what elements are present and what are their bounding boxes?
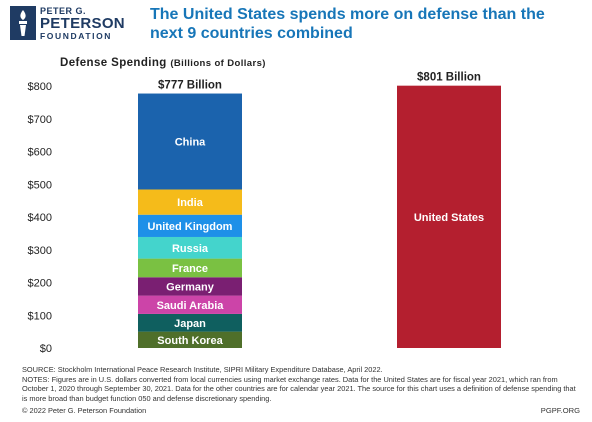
segment-label-united-kingdom: United Kingdom — [148, 221, 233, 233]
bar-total-label: $777 Billion — [158, 80, 222, 92]
y-axis-title: Defense Spending (Billions of Dollars) — [60, 57, 266, 69]
bar-total-label: $801 Billion — [417, 72, 481, 84]
headline: The United States spends more on defense… — [150, 6, 545, 42]
bar-segment-united-states — [397, 85, 501, 349]
bar-segment-france — [138, 258, 242, 278]
bar-segment-russia — [138, 236, 242, 259]
logo-text-line2: PETERSON — [40, 15, 125, 32]
segment-label-germany: Germany — [166, 281, 215, 293]
segment-label-saudi-arabia: Saudi Arabia — [157, 300, 225, 312]
y-tick-label: $0 — [40, 343, 52, 355]
y-tick-label: $600 — [28, 147, 52, 159]
bar-segment-south-korea — [138, 331, 242, 348]
segment-label-china: China — [175, 137, 206, 149]
segment-label-japan: Japan — [174, 318, 206, 330]
y-tick-label: $200 — [28, 278, 52, 290]
logo-text-line3: FOUNDATION — [40, 31, 113, 41]
y-tick-label: $300 — [28, 245, 52, 257]
bar-segment-germany — [138, 277, 242, 296]
segment-label-south-korea: South Korea — [157, 335, 223, 347]
y-tick-label: $700 — [28, 114, 52, 126]
source-notes: SOURCE: Stockholm International Peace Re… — [22, 365, 582, 403]
segment-label-russia: Russia — [172, 243, 209, 255]
y-tick-label: $100 — [28, 310, 52, 322]
y-axis-title-main: Defense Spending — [60, 57, 167, 69]
segment-label-india: India — [177, 197, 204, 209]
logo-text-line1: PETER G. — [40, 6, 87, 16]
y-tick-label: $400 — [28, 212, 52, 224]
segment-label-france: France — [172, 263, 208, 275]
y-tick-label: $500 — [28, 179, 52, 191]
segment-label-united-states: United States — [414, 212, 484, 224]
bar-segment-china — [138, 93, 242, 190]
site-url[interactable]: PGPF.ORG — [540, 406, 580, 415]
peterson-logo: PETER G. PETERSON FOUNDATION — [10, 4, 138, 44]
bar-segment-japan — [138, 313, 242, 332]
bar-segment-saudi-arabia — [138, 295, 242, 314]
copyright: © 2022 Peter G. Peterson Foundation — [22, 406, 147, 415]
y-axis-title-unit: (Billions of Dollars) — [170, 58, 266, 69]
source-line: SOURCE: Stockholm International Peace Re… — [22, 365, 383, 374]
notes: NOTES: Figures are in U.S. dollars conve… — [22, 374, 576, 403]
bar-segment-india — [138, 189, 242, 215]
y-tick-label: $800 — [28, 81, 52, 93]
bar-segment-united-kingdom — [138, 214, 242, 237]
torch-icon — [10, 6, 36, 40]
